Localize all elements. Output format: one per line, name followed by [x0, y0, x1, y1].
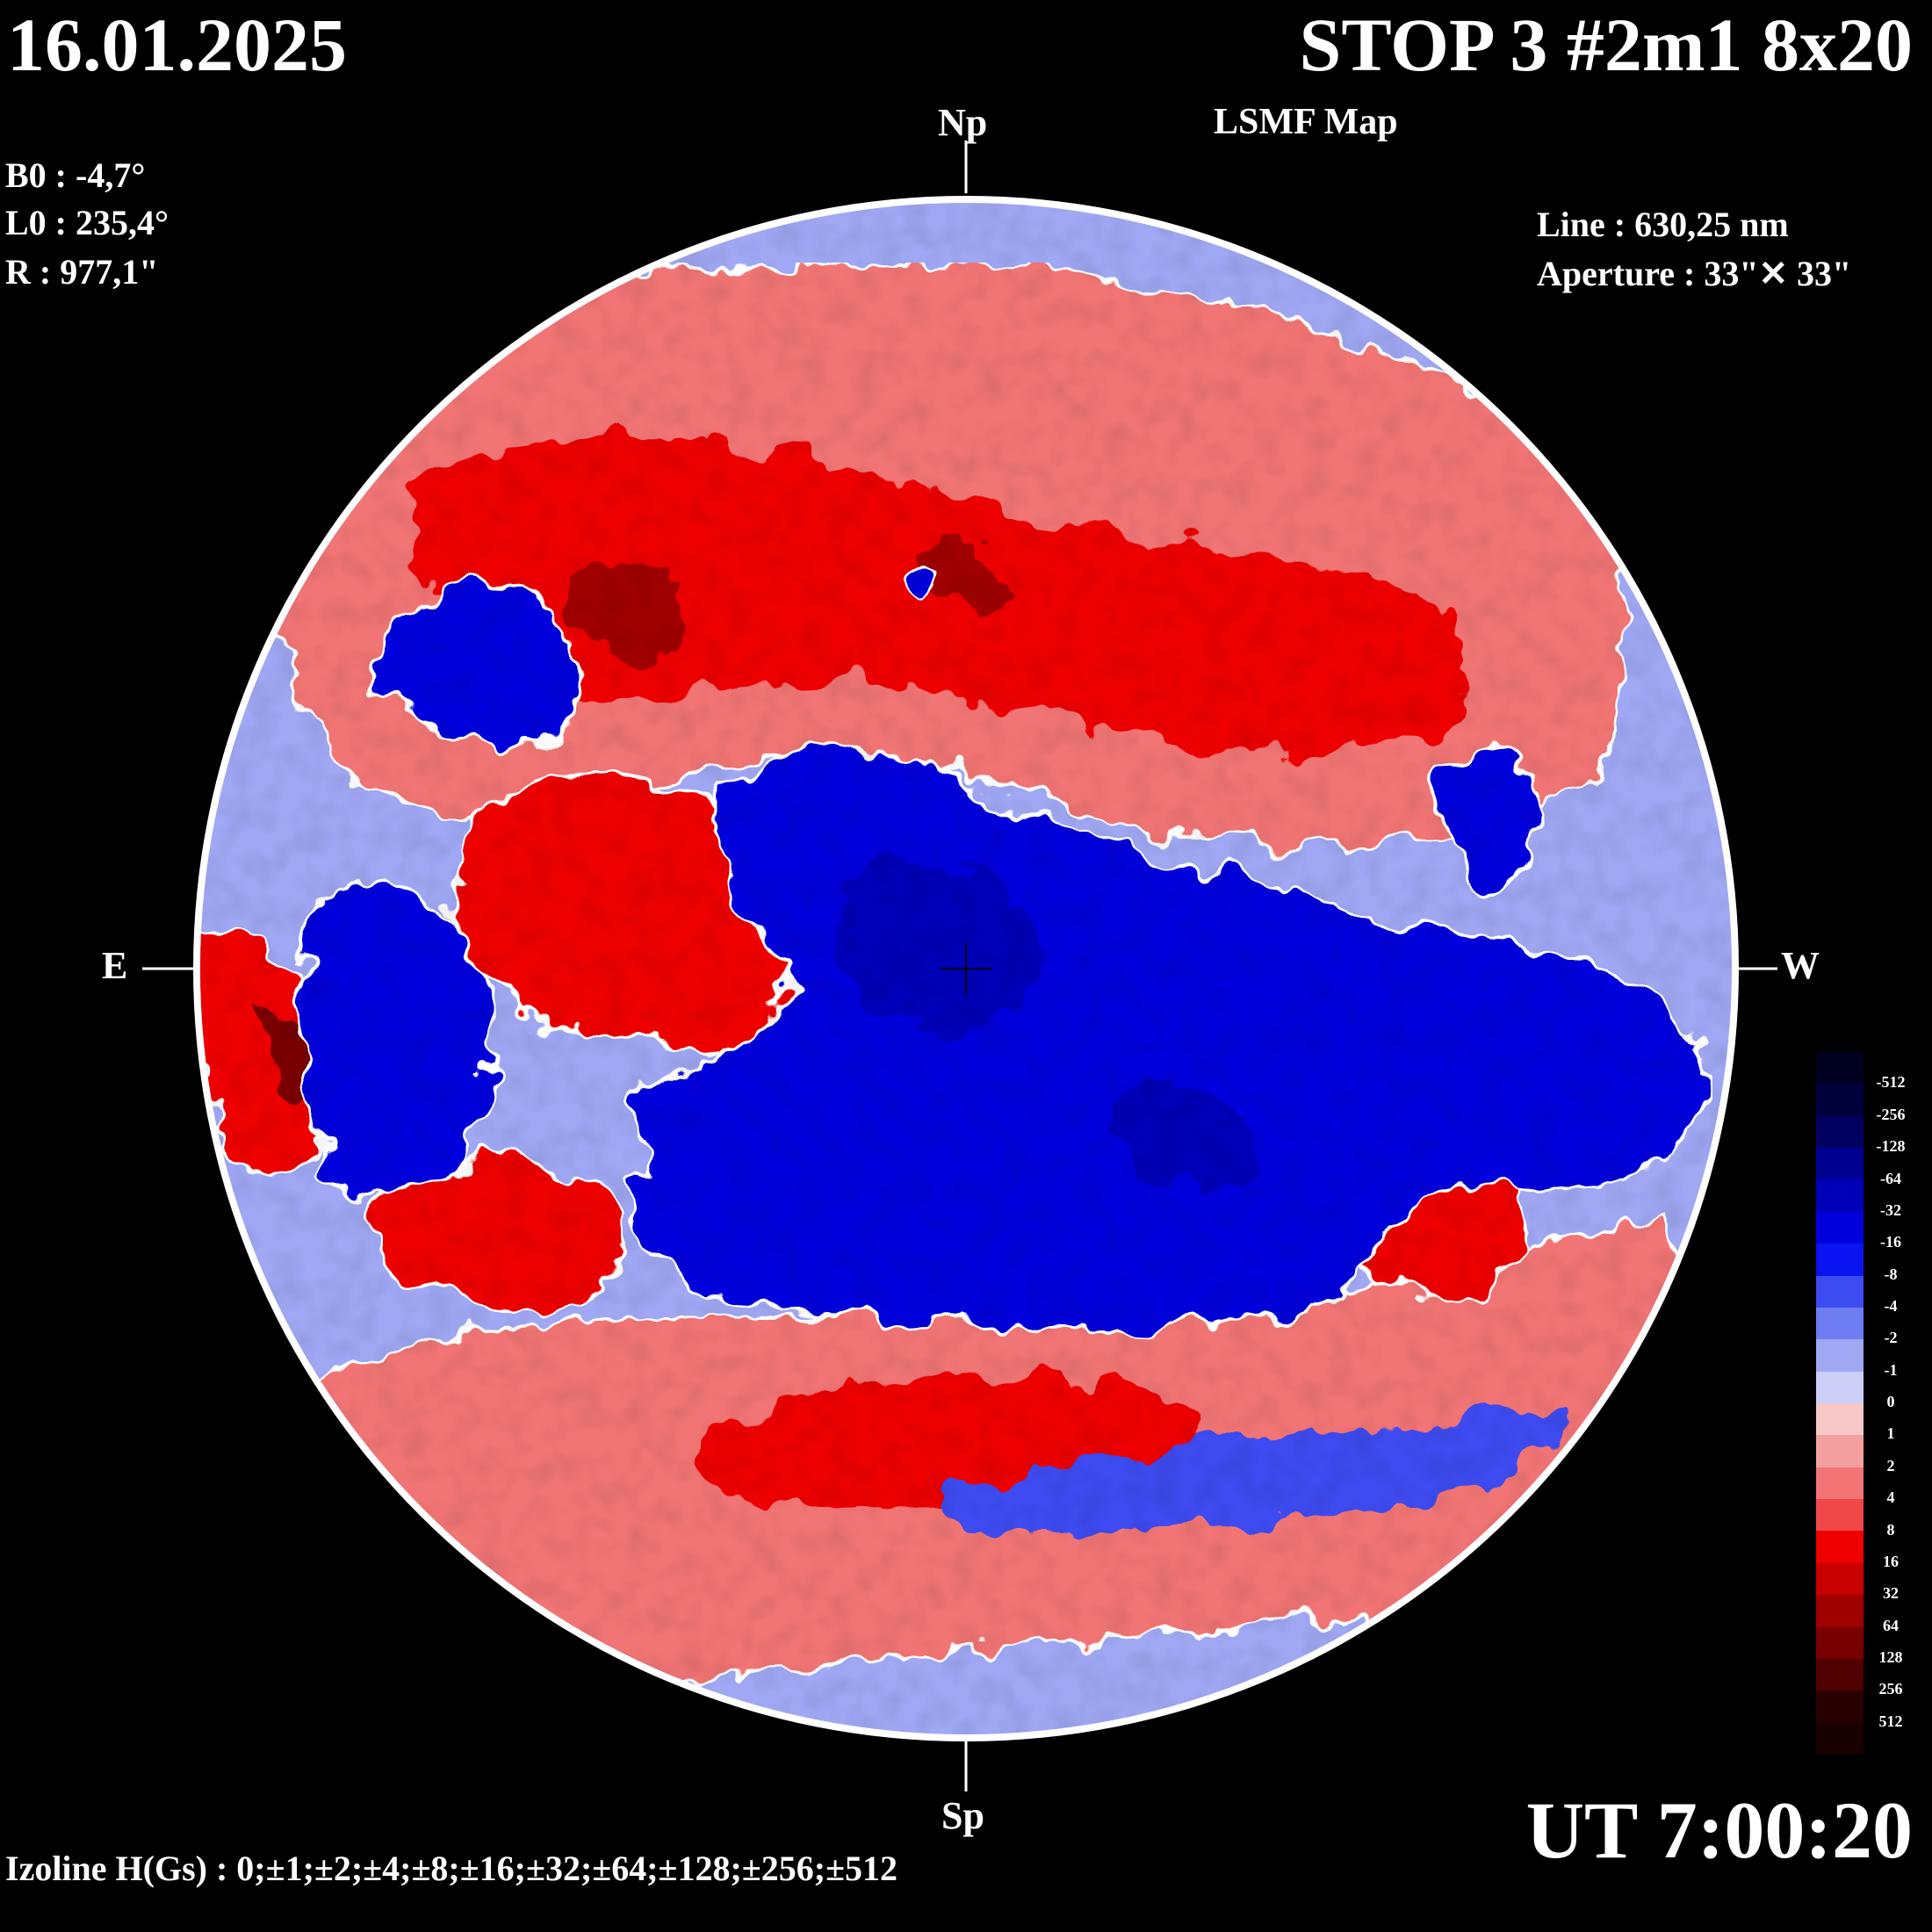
legend-swatch	[1816, 1052, 1864, 1085]
param-l0: L0 : 235,4°	[5, 203, 169, 242]
legend-label: 8	[1886, 1520, 1895, 1539]
color-scale-legend: -512 -256 -128 -64 -32 -16 -8 -4 -2 -1 0 1 2 4 8 16 32 64…	[1816, 1052, 1932, 1755]
legend-swatch	[1816, 1244, 1864, 1277]
map-subtitle: LSMF Map	[1214, 102, 1398, 142]
map-title: STOP 3 #2m1 8x20	[1299, 3, 1913, 87]
legend-swatch	[1816, 1115, 1864, 1150]
direction-north-label: Np	[938, 101, 988, 144]
legend-swatch	[1816, 1722, 1864, 1755]
izoline-levels: Izoline H(Gs) : 0;±1;±2;±4;±8;±16;±32;±6…	[5, 1849, 898, 1888]
legend-swatch	[1816, 1435, 1864, 1468]
legend-label: 16	[1883, 1552, 1899, 1570]
legend-label: 128	[1878, 1648, 1903, 1666]
param-aperture: Aperture : 33"✕ 33"	[1537, 254, 1852, 293]
legend-swatch	[1816, 1595, 1864, 1628]
observation-time: UT 7:00:20	[1525, 1785, 1913, 1875]
legend-swatch	[1816, 1371, 1864, 1404]
legend-swatch	[1816, 1084, 1864, 1117]
legend-label: -128	[1876, 1137, 1906, 1156]
legend-swatch	[1816, 1531, 1864, 1564]
legend-label: -4	[1884, 1297, 1898, 1315]
legend-swatch	[1816, 1403, 1864, 1437]
legend-swatch	[1816, 1179, 1864, 1213]
legend-label: 2	[1886, 1456, 1895, 1474]
param-b0: B0 : -4,7°	[5, 155, 146, 195]
legend-swatch	[1816, 1339, 1864, 1373]
legend-label: -64	[1880, 1169, 1901, 1187]
legend-swatch	[1816, 1626, 1864, 1660]
legend-swatch	[1816, 1562, 1864, 1597]
legend-label: -512	[1876, 1073, 1906, 1092]
legend-swatch	[1816, 1690, 1864, 1724]
observation-date: 16.01.2025	[7, 3, 347, 87]
legend-label: 64	[1883, 1616, 1899, 1634]
legend-swatch	[1816, 1211, 1864, 1245]
direction-west-label: W	[1781, 944, 1820, 987]
legend-label: -256	[1876, 1105, 1906, 1123]
legend-swatch	[1816, 1467, 1864, 1501]
legend-swatch	[1816, 1307, 1864, 1341]
legend-label: -32	[1880, 1200, 1901, 1219]
legend-swatch	[1816, 1275, 1864, 1308]
legend-label: -8	[1884, 1265, 1898, 1283]
legend-label: 512	[1878, 1712, 1903, 1730]
legend-label: -16	[1880, 1233, 1901, 1251]
legend-label: 256	[1878, 1680, 1903, 1698]
legend-label: -1	[1884, 1360, 1898, 1379]
legend-label: -2	[1884, 1329, 1898, 1347]
legend-label: 32	[1883, 1584, 1899, 1603]
direction-south-label: Sp	[941, 1794, 984, 1837]
legend-label: 0	[1886, 1393, 1895, 1411]
param-line: Line : 630,25 nm	[1537, 205, 1789, 244]
param-radius: R : 977,1"	[5, 252, 159, 292]
legend-label: 4	[1886, 1489, 1895, 1507]
legend-swatch	[1816, 1658, 1864, 1692]
direction-east-label: E	[102, 944, 128, 987]
legend-swatch	[1816, 1499, 1864, 1532]
legend-swatch	[1816, 1148, 1864, 1181]
legend-label: 1	[1886, 1424, 1895, 1443]
